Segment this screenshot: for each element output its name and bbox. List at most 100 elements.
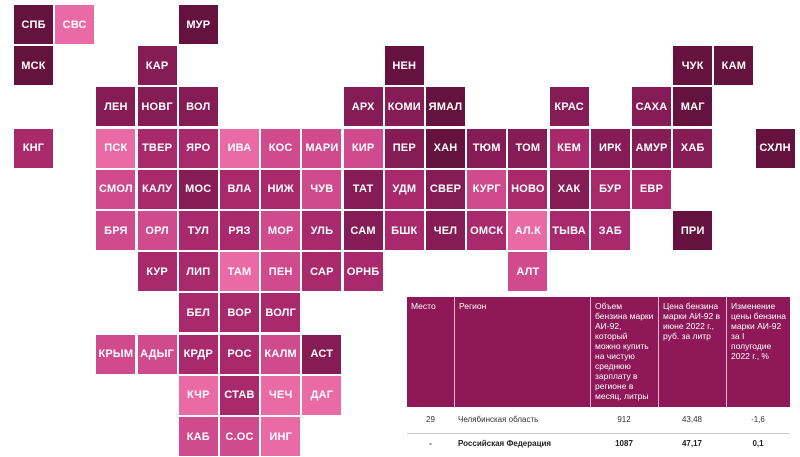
header-change: Изменение цены бензина марки АИ-92 за I …: [726, 297, 790, 407]
region-tile: МУР: [178, 5, 218, 44]
cell-region: Российская Федерация: [458, 439, 552, 448]
region-tile: РЯЗ: [220, 211, 259, 250]
region-tile: УДМ: [384, 169, 424, 209]
region-tile: ЕВР: [632, 169, 671, 209]
cell-volume: 912: [617, 415, 631, 424]
region-tile: ПРИ: [673, 211, 713, 250]
region-tile: СМОЛ: [96, 169, 136, 209]
region-tile: МСК: [14, 46, 53, 86]
region-tile: ТУЛ: [178, 211, 218, 250]
cell-region: Челябинская область: [458, 415, 539, 424]
region-tile: КАЛУ: [137, 169, 177, 209]
region-tile: НОВГ: [137, 87, 177, 127]
region-tile: НИЖ: [261, 169, 301, 209]
region-tile: ИРК: [590, 128, 630, 168]
region-tile: ТЫВА: [549, 211, 589, 250]
region-tile: МОС: [178, 169, 218, 209]
region-tile: ИВА: [220, 128, 259, 168]
region-tile: ДАГ: [302, 375, 342, 415]
cell-rank: 29: [426, 415, 435, 424]
region-tile: РОС: [220, 334, 259, 374]
region-tile: БЕЛ: [178, 293, 218, 333]
region-tile: ХАН: [426, 128, 465, 168]
region-tile: АДЫГ: [137, 334, 177, 374]
region-tile: КОМИ: [384, 87, 424, 127]
region-tile: ПЕР: [384, 128, 424, 168]
region-tile: ОРНБ: [343, 252, 383, 292]
cell-change: 0,1: [752, 439, 764, 448]
region-tile: КИР: [343, 128, 383, 168]
region-tile: ТАМ: [220, 252, 259, 292]
region-tile: ТАТ: [343, 169, 383, 209]
region-tile: КАМ: [714, 46, 754, 86]
region-tile: СПБ: [14, 5, 53, 44]
region-tile: НОВО: [508, 169, 548, 209]
cell-rank: -: [429, 439, 432, 448]
region-tile: ВОЛГ: [261, 293, 301, 333]
region-tile: КАЛМ: [261, 334, 301, 374]
region-tile: ВОР: [220, 293, 259, 333]
region-tile: ТОМ: [508, 128, 548, 168]
region-tile: МОР: [261, 211, 301, 250]
region-tile: ПСК: [96, 128, 136, 168]
region-tile: АЛ.К: [508, 211, 548, 250]
ranking-table: Место Регион Объем бензина марки АИ-92, …: [407, 297, 790, 455]
region-tile: ЧЕЧ: [261, 375, 301, 415]
header-price: Цена бензина марки АИ-92 в июне 2022 г.,…: [658, 297, 726, 407]
region-tile: СХЛН: [755, 128, 795, 168]
region-tile: МАРИ: [302, 128, 342, 168]
region-tile: ЛИП: [178, 252, 218, 292]
region-tile: СТАВ: [220, 375, 259, 415]
table-row-total: - Российская Федерация 1087 47,17 0,1: [407, 433, 790, 454]
header-volume: Объем бензина марки АИ-92, который можно…: [590, 297, 658, 407]
region-tile: БРЯ: [96, 211, 136, 250]
region-tile: КАБ: [178, 417, 218, 456]
region-tile: С.ОС: [220, 417, 259, 456]
region-tile: КРДР: [178, 334, 218, 374]
region-tile: УЛЬ: [302, 211, 342, 250]
region-tile: КНГ: [14, 128, 53, 168]
region-tile: КОС: [261, 128, 301, 168]
region-tile: НЕН: [384, 46, 424, 86]
region-tile: ОМСК: [467, 211, 507, 250]
cell-price: 47,17: [681, 439, 703, 448]
region-tile: ЯМАЛ: [426, 87, 465, 127]
region-tile: ВЛА: [220, 169, 259, 209]
region-tile: КАР: [137, 46, 177, 86]
region-tile: ХАБ: [673, 128, 713, 168]
region-tile: КЧР: [178, 375, 218, 415]
region-tile: ЗАБ: [590, 211, 630, 250]
region-tile: ЧЕЛ: [426, 211, 465, 250]
region-tile: СВС: [55, 5, 95, 44]
header-rank: Место: [411, 301, 436, 311]
region-tile: ТЮМ: [467, 128, 507, 168]
region-tile: БШК: [384, 211, 424, 250]
region-tile: БУР: [590, 169, 630, 209]
region-tile: КУР: [137, 252, 177, 292]
region-tile: ТВЕР: [137, 128, 177, 168]
region-tile: КЕМ: [549, 128, 589, 168]
region-tile: СВЕР: [426, 169, 465, 209]
cell-change: -1,6: [751, 415, 765, 424]
region-tile: КРЫМ: [96, 334, 136, 374]
region-tile: САР: [302, 252, 342, 292]
region-tile: АСТ: [302, 334, 342, 374]
region-tile: АРХ: [343, 87, 383, 127]
header-region: Регион: [454, 297, 590, 407]
cell-price: 43,48: [681, 415, 703, 424]
region-tile: ВОЛ: [178, 87, 218, 127]
region-tile: ОРЛ: [137, 211, 177, 250]
region-tile: САМ: [343, 211, 383, 250]
region-tile: ЧУК: [673, 46, 713, 86]
table-header: Место Регион Объем бензина марки АИ-92, …: [407, 297, 790, 407]
region-tile: АМУР: [632, 128, 671, 168]
table-row: 29 Челябинская область 912 43,48 -1,6: [407, 410, 790, 430]
region-tile: АЛТ: [508, 252, 548, 292]
region-tile: ПЕН: [261, 252, 301, 292]
region-tile: ЯРО: [178, 128, 218, 168]
region-tile: ИНГ: [261, 417, 301, 456]
region-tile: ХАК: [549, 169, 589, 209]
region-tile: КРАС: [549, 87, 589, 127]
region-tile: ЧУВ: [302, 169, 342, 209]
